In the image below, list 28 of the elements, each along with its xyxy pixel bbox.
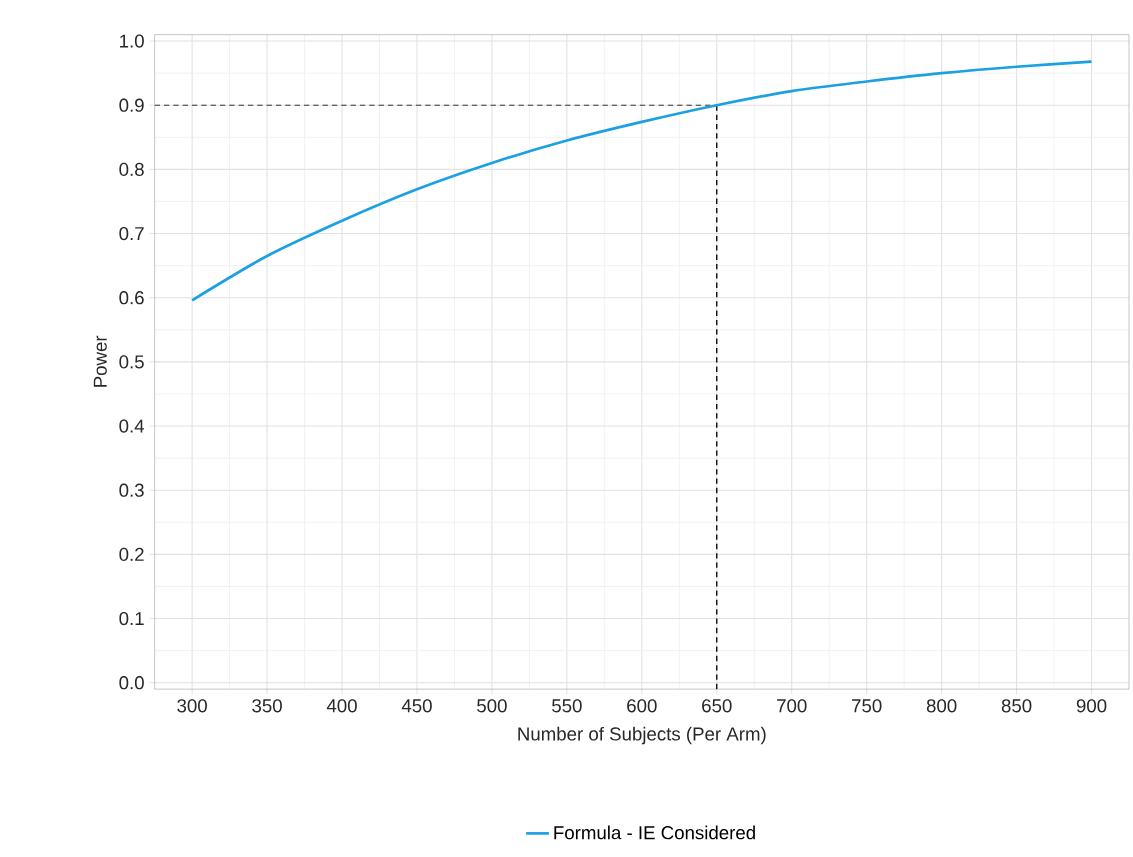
x-tick-label: 850 — [1001, 699, 1032, 713]
line-series — [190, 60, 1093, 302]
legend-label: Formula - IE Considered — [554, 825, 755, 840]
x-tick-label: 750 — [852, 699, 882, 713]
y-tick-label: 0.7 — [119, 226, 144, 241]
y-tick-label: 0.4 — [119, 419, 145, 433]
y-tick-label: 0.0 — [119, 676, 144, 690]
x-tick-label: 550 — [552, 699, 582, 713]
x-tick-label: 800 — [926, 699, 957, 713]
y-tick-label: 1.0 — [120, 34, 144, 48]
y-tick-label: 0.1 — [119, 611, 144, 626]
y-tick-label: 0.3 — [119, 483, 144, 497]
x-tick-label: 350 — [252, 699, 282, 713]
x-tick-label: 900 — [1076, 699, 1107, 713]
x-tick-label: 300 — [177, 699, 207, 713]
x-tick-label: 700 — [777, 699, 807, 713]
y-axis-title: Power — [93, 335, 107, 387]
y-tick-label: 0.9 — [119, 98, 144, 112]
y-tick-label: 0.6 — [119, 291, 144, 305]
y-tick-label: 0.8 — [119, 162, 144, 176]
x-tick-label: 500 — [477, 699, 507, 713]
y-tick-label: 0.5 — [119, 355, 144, 369]
y-tick-label: 0.2 — [119, 547, 144, 561]
x-tick-label: 400 — [326, 699, 357, 713]
x-axis-title: Number of Subjects (Per Arm) — [518, 726, 766, 745]
x-tick-label: 650 — [702, 699, 732, 713]
x-tick-label: 600 — [627, 699, 657, 713]
x-tick-label: 450 — [401, 699, 432, 713]
